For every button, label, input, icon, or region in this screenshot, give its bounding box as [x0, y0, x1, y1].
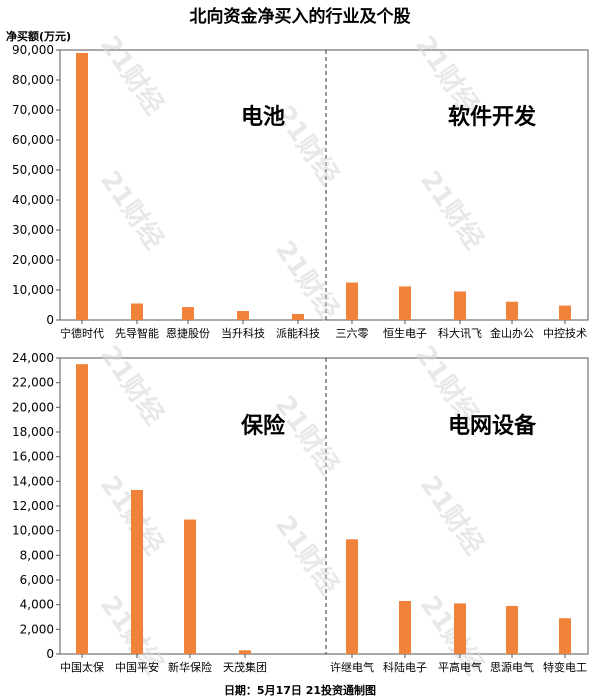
y-tick-label: 60,000 [12, 133, 54, 147]
bar [76, 364, 88, 654]
y-axis-label: 净买额(万元) [6, 30, 72, 43]
y-tick-label: 22,000 [12, 376, 54, 390]
x-tick-label: 恩捷股份 [166, 326, 210, 340]
x-tick-label: 中控技术 [543, 326, 587, 340]
y-tick-label: 18,000 [12, 425, 54, 439]
plot-frame [59, 49, 589, 321]
bar [454, 603, 466, 654]
footer-caption: 日期：5月17日 21投资通制图 [223, 684, 377, 697]
x-tick-label: 中国太保 [60, 660, 104, 674]
x-tick-label: 科陆电子 [383, 660, 427, 674]
bar [559, 618, 571, 654]
y-tick-label: 14,000 [12, 474, 54, 488]
x-tick-label: 先导智能 [115, 326, 159, 340]
bar [182, 307, 194, 320]
group-label: 软件开发 [448, 104, 537, 130]
y-tick-label: 0 [46, 647, 54, 661]
bar [131, 489, 143, 654]
x-tick-label: 科大讯飞 [438, 326, 482, 340]
bar [559, 305, 571, 320]
x-tick-label: 许继电气 [330, 660, 374, 674]
y-tick-label: 40,000 [12, 193, 54, 207]
watermark-text: 21财经 [94, 30, 170, 120]
y-tick-label: 20,000 [12, 400, 54, 414]
watermark-text: 21财经 [414, 165, 490, 255]
bar [346, 539, 358, 654]
y-tick-label: 2,000 [20, 622, 54, 636]
bar [76, 53, 88, 320]
watermark-text: 21财经 [269, 235, 345, 325]
y-tick-label: 12,000 [12, 499, 54, 513]
x-tick-label: 特变电工 [543, 660, 587, 674]
group-label: 保险 [240, 413, 286, 439]
watermark-text: 21财经 [269, 510, 345, 600]
watermark-text: 21财经 [414, 470, 490, 560]
x-tick-label: 中国平安 [115, 660, 159, 674]
y-tick-label: 80,000 [12, 73, 54, 87]
x-tick-label: 平高电气 [438, 660, 482, 674]
bar [399, 286, 411, 320]
x-tick-label: 思源电气 [490, 660, 534, 674]
bar [506, 605, 518, 654]
y-tick-label: 6,000 [20, 573, 54, 587]
y-tick-label: 70,000 [12, 103, 54, 117]
bar [454, 291, 466, 320]
x-tick-label: 恒生电子 [383, 326, 427, 340]
y-tick-label: 20,000 [12, 253, 54, 267]
watermark-text: 21财经 [94, 340, 170, 430]
bar [239, 650, 251, 654]
bar [506, 301, 518, 320]
x-tick-label: 天茂集团 [223, 660, 267, 674]
y-tick-label: 0 [46, 313, 54, 327]
chart-title: 北向资金净买入的行业及个股 [189, 7, 411, 27]
watermark-text: 21财经 [94, 165, 170, 255]
x-tick-label: 宁德时代 [60, 326, 104, 340]
x-tick-label: 新华保险 [168, 660, 212, 674]
bar [184, 519, 196, 654]
x-tick-label: 金山办公 [490, 326, 534, 340]
y-tick-label: 30,000 [12, 223, 54, 237]
y-tick-label: 10,000 [12, 524, 54, 538]
y-tick-label: 10,000 [12, 283, 54, 297]
group-label: 电网设备 [448, 413, 537, 439]
x-tick-label: 派能科技 [276, 326, 320, 340]
bar [237, 311, 249, 320]
bar [346, 282, 358, 320]
y-tick-label: 50,000 [12, 163, 54, 177]
bar [292, 314, 304, 320]
y-tick-label: 16,000 [12, 450, 54, 464]
y-tick-label: 24,000 [12, 351, 54, 365]
y-tick-label: 4,000 [20, 598, 54, 612]
group-label: 电池 [241, 105, 285, 130]
y-tick-label: 8,000 [20, 548, 54, 562]
y-tick-label: 90,000 [12, 43, 54, 57]
bar [399, 600, 411, 654]
x-tick-label: 当升科技 [221, 326, 265, 340]
bar [131, 303, 143, 320]
x-tick-label: 三六零 [336, 327, 369, 340]
